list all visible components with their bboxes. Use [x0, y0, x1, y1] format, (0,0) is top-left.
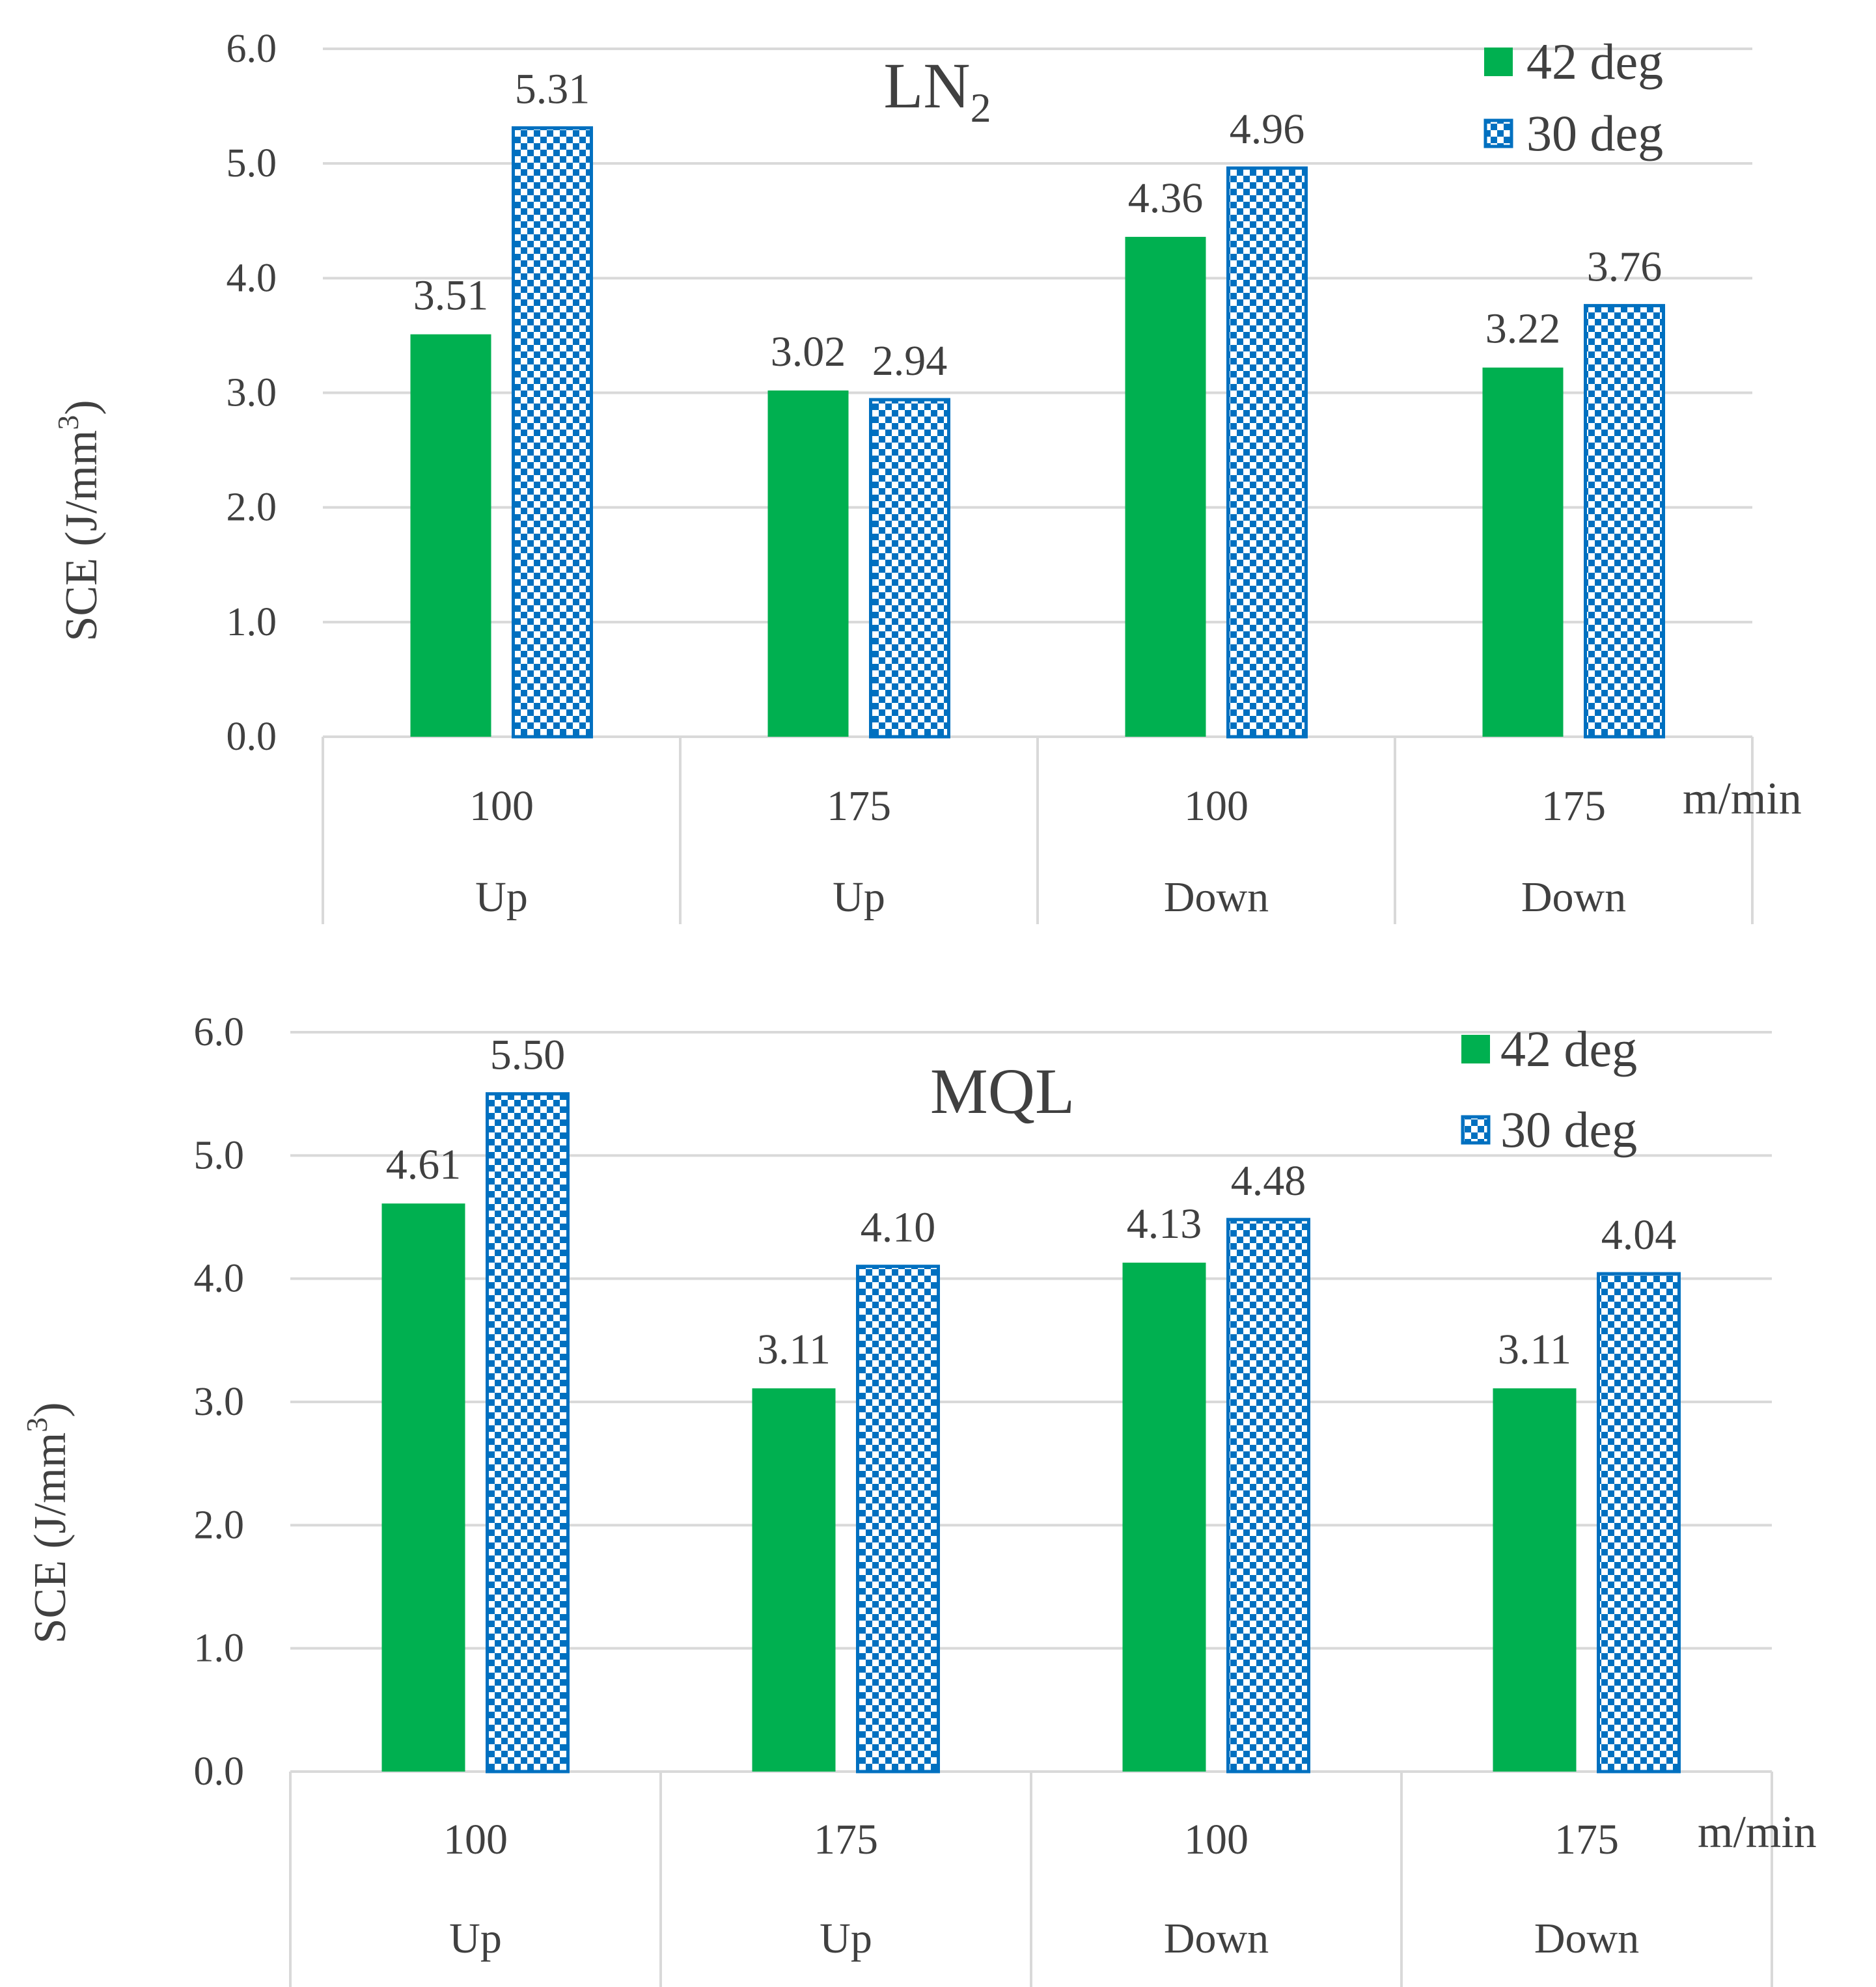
data-label: 4.04	[1601, 1211, 1677, 1259]
y-tick-label: 6.0	[194, 1010, 245, 1054]
legend: 42 deg 30 deg	[1483, 33, 1663, 161]
bar-42-deg	[1122, 1263, 1206, 1772]
bar-42-deg	[381, 1203, 465, 1772]
x-mode-label: Down	[1521, 873, 1626, 921]
data-label: 5.50	[490, 1032, 566, 1079]
y-axis-label: SCE (J/mm3)	[51, 400, 107, 641]
bar-30-deg	[1226, 1218, 1310, 1774]
x-mode-label: Up	[820, 1915, 872, 1962]
y-tick-label: 3.0	[227, 371, 277, 415]
x-speed-label: 100	[1184, 1816, 1248, 1863]
data-label: 4.61	[386, 1141, 462, 1188]
data-label: 3.11	[1498, 1326, 1571, 1373]
y-axis-label: SCE (J/mm3)	[20, 1402, 76, 1643]
x-speed-label: 175	[814, 1816, 878, 1863]
x-speed-label: 100	[1184, 782, 1248, 830]
chart-ln2: 0.0 1.0 2.0 3.0 4.0 5.0 6.0 3.51 5.31 100 Up 3.02 2.…	[51, 27, 1802, 924]
legend-swatch-30-deg	[1483, 118, 1513, 148]
data-label: 5.31	[515, 66, 590, 113]
data-label: 4.10	[861, 1204, 936, 1252]
x-speed-label: 175	[1554, 1816, 1619, 1863]
y-tick-label: 5.0	[194, 1133, 245, 1177]
x-mode-label: Down	[1164, 873, 1269, 921]
y-tick-label: 6.0	[227, 27, 277, 71]
data-label: 3.02	[771, 328, 846, 376]
legend: 42 deg 30 deg	[1461, 1021, 1637, 1158]
bar-30-deg	[486, 1092, 570, 1774]
legend-swatch-42-deg	[1461, 1035, 1490, 1063]
x-unit-label: m/min	[1698, 1807, 1817, 1857]
data-label: 2.94	[872, 337, 948, 385]
legend-label-30-deg: 30 deg	[1500, 1101, 1637, 1158]
bar-42-deg	[752, 1388, 836, 1772]
x-mode-label: Down	[1164, 1915, 1269, 1962]
y-tick-label: 0.0	[227, 715, 277, 759]
bar-30-deg	[1597, 1272, 1681, 1774]
y-tick-label: 5.0	[227, 141, 277, 185]
y-tick-label: 0.0	[194, 1749, 245, 1794]
x-unit-label: m/min	[1683, 774, 1802, 824]
bar-42-deg	[1482, 367, 1564, 737]
x-mode-label: Up	[449, 1915, 502, 1962]
chart-mql: 0.0 1.0 2.0 3.0 4.0 5.0 6.0 4.61 5.50 100 Up 3.11 4.…	[20, 1010, 1817, 1987]
data-label: 4.13	[1127, 1200, 1202, 1248]
y-tick-label: 3.0	[194, 1380, 245, 1424]
y-tick-label: 2.0	[227, 486, 277, 530]
bar-30-deg	[1584, 304, 1665, 739]
chart-title: LN2	[883, 49, 991, 131]
x-mode-label: Up	[475, 873, 528, 921]
bar-42-deg	[1493, 1388, 1577, 1772]
data-label: 4.48	[1231, 1157, 1306, 1205]
data-label: 4.36	[1128, 174, 1204, 222]
legend-label-42-deg: 42 deg	[1500, 1021, 1637, 1077]
x-speed-label: 175	[827, 782, 891, 830]
y-tick-label: 4.0	[227, 256, 277, 300]
bar-42-deg	[410, 334, 491, 737]
legend-label-42-deg: 42 deg	[1526, 33, 1663, 90]
bar-30-deg	[512, 126, 593, 739]
x-speed-label: 100	[469, 782, 534, 830]
y-tick-label: 1.0	[194, 1626, 245, 1671]
legend-swatch-42-deg	[1484, 48, 1513, 76]
data-label: 3.51	[413, 272, 489, 320]
data-label: 3.11	[757, 1326, 831, 1373]
x-mode-label: Up	[833, 873, 885, 921]
bar-30-deg	[1226, 166, 1308, 739]
y-tick-label: 4.0	[194, 1257, 245, 1301]
y-tick-label: 2.0	[194, 1503, 245, 1547]
x-mode-label: Down	[1534, 1915, 1639, 1962]
legend-swatch-30-deg	[1461, 1115, 1491, 1145]
bar-42-deg	[1125, 236, 1206, 737]
y-tick-label: 1.0	[227, 600, 277, 644]
x-speed-label: 100	[443, 1816, 508, 1863]
legend-label-30-deg: 30 deg	[1526, 105, 1663, 161]
data-label: 3.22	[1485, 305, 1561, 353]
bar-30-deg	[856, 1265, 940, 1774]
bar-30-deg	[869, 398, 950, 739]
bar-42-deg	[767, 390, 849, 737]
data-label: 4.96	[1230, 105, 1305, 153]
chart-title: MQL	[930, 1055, 1075, 1127]
x-speed-label: 175	[1541, 782, 1606, 830]
data-label: 3.76	[1587, 243, 1662, 291]
